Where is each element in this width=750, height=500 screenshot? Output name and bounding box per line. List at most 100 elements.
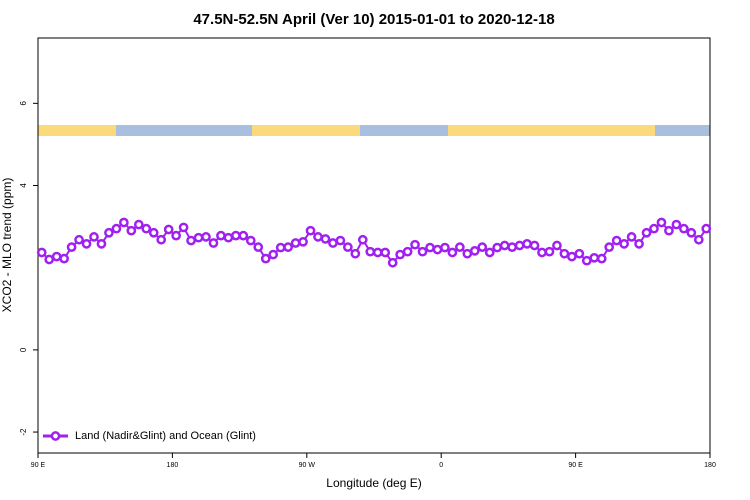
point [74, 234, 84, 245]
point [59, 253, 69, 264]
point [275, 242, 286, 253]
point [589, 252, 600, 263]
point [186, 235, 196, 246]
point [574, 248, 585, 259]
point [178, 222, 189, 233]
legend-marker [50, 431, 61, 441]
point [156, 234, 167, 245]
point [320, 234, 331, 244]
point [238, 230, 249, 241]
point [141, 223, 152, 234]
point [664, 225, 674, 236]
point [253, 242, 264, 252]
point [432, 244, 443, 255]
y-tick-label: 4 [19, 183, 28, 188]
point [611, 235, 622, 246]
point [335, 235, 346, 246]
point [447, 247, 458, 258]
point [440, 242, 450, 253]
point [671, 219, 682, 230]
x-axis-label: Longitude (deg E) [326, 476, 421, 490]
y-axis-label: XCO2 - MLO trend (ppm) [0, 178, 14, 313]
point [462, 248, 473, 259]
x-tick-label: 180 [704, 462, 716, 469]
point [492, 242, 503, 253]
point [581, 255, 592, 266]
x-tick-label: 90 W [299, 462, 316, 469]
land-ocean-strip [38, 125, 710, 136]
point [410, 239, 420, 250]
point [96, 239, 107, 249]
point [402, 246, 413, 257]
point [395, 249, 405, 260]
point [171, 230, 181, 241]
y-tick-label: 0 [19, 347, 28, 352]
point [268, 249, 279, 260]
point [81, 239, 92, 249]
point [133, 219, 144, 230]
point [305, 225, 316, 236]
point [529, 240, 540, 251]
point [604, 242, 615, 252]
point [552, 240, 562, 251]
point [44, 254, 55, 265]
point [649, 223, 659, 234]
point [641, 227, 652, 238]
point [298, 236, 308, 247]
x-tick-label: 0 [439, 462, 443, 469]
point [148, 227, 159, 238]
point [544, 246, 555, 257]
point [701, 223, 712, 234]
point [596, 253, 607, 264]
point [223, 232, 234, 243]
point [89, 232, 99, 242]
point [626, 232, 637, 242]
point [51, 251, 62, 262]
chart-title: 47.5N-52.5N April (Ver 10) 2015-01-01 to… [193, 11, 554, 28]
y-tick-label: -2 [19, 428, 28, 436]
point [313, 232, 323, 242]
x-tick-label: 90 E [31, 462, 46, 469]
point [693, 234, 704, 245]
point [455, 242, 465, 252]
point [111, 223, 122, 234]
point [201, 232, 211, 242]
point [365, 246, 376, 257]
y-tick-label: 6 [19, 101, 28, 106]
legend-label: Land (Nadir&Glint) and Ocean (Glint) [75, 430, 256, 442]
point [208, 238, 219, 248]
point [484, 247, 495, 258]
point [477, 242, 488, 252]
point [656, 217, 667, 228]
point [380, 247, 391, 258]
point [567, 251, 577, 262]
point [66, 242, 77, 252]
x-tick-label: 90 E [568, 462, 583, 469]
point [290, 238, 301, 248]
point [537, 247, 547, 258]
point [357, 234, 368, 245]
point [231, 230, 241, 241]
point [163, 224, 174, 235]
point [507, 242, 517, 252]
point [283, 242, 293, 252]
plot-frame [37, 37, 711, 454]
point [104, 227, 114, 238]
point [245, 235, 256, 246]
point [387, 257, 398, 268]
point [522, 239, 532, 249]
point [126, 225, 137, 236]
point [216, 230, 226, 241]
point [343, 242, 353, 252]
x-tick-label: 180 [167, 462, 179, 469]
point [119, 217, 129, 228]
point [499, 240, 510, 251]
point [559, 248, 570, 259]
point [328, 238, 338, 248]
point [514, 240, 525, 251]
point [372, 247, 383, 258]
point [619, 239, 629, 249]
point [634, 239, 644, 249]
point [686, 227, 697, 238]
